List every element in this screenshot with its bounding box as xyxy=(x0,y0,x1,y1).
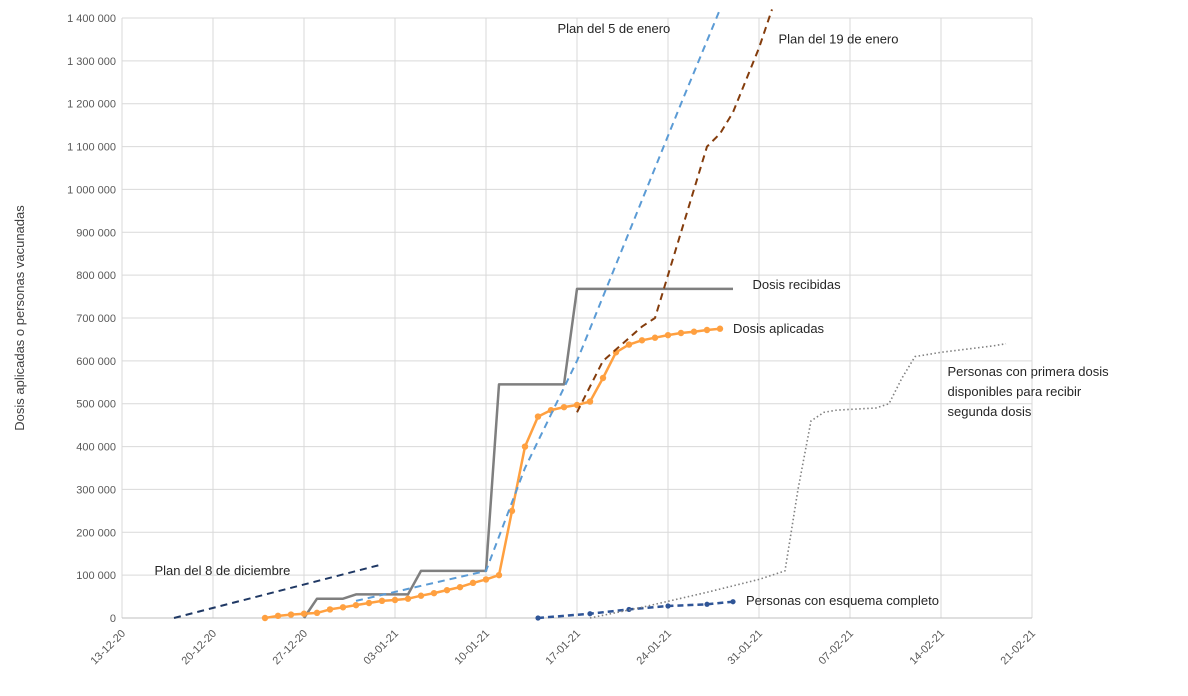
y-tick-label: 200 000 xyxy=(76,527,116,539)
data-point-dosis-aplicadas xyxy=(378,597,386,605)
annotation-label: Personas con primera dosis disponibles pa… xyxy=(948,364,1110,419)
x-axis-ticks: 13-12-20 20-12-20 27-12-20 03-01-21 10-01-21… xyxy=(88,628,1038,668)
data-point-dosis-aplicadas xyxy=(495,571,503,579)
annotation-label: Personas con esquema completo xyxy=(746,593,939,608)
x-tick-label: 17-01-21 xyxy=(543,628,583,668)
data-point-dosis-aplicadas xyxy=(586,398,594,405)
series-line-personas-con-esquema-completo xyxy=(537,600,734,620)
y-axis-label: Dosis aplicadas o personas vacunadas xyxy=(12,205,27,431)
data-point-personas-con-esquema-completo xyxy=(730,599,736,605)
data-point-personas-con-esquema-completo xyxy=(626,606,632,613)
series-line-plan-del-19-de-enero xyxy=(576,9,773,413)
annotation-line: Plan del 5 de enero xyxy=(558,21,671,36)
y-tick-label: 1 000 000 xyxy=(67,184,116,196)
data-point-personas-con-esquema-completo xyxy=(587,611,593,617)
annotation-label: Dosis recibidas xyxy=(753,277,842,292)
data-point-dosis-aplicadas xyxy=(651,334,659,341)
data-point-dosis-aplicadas xyxy=(404,595,412,602)
x-tick-label: 03-01-21 xyxy=(361,628,401,668)
x-tick-label: 24-01-21 xyxy=(634,628,674,668)
data-point-personas-con-esquema-completo xyxy=(665,603,671,609)
y-tick-label: 1 100 000 xyxy=(67,142,116,154)
data-point-dosis-aplicadas xyxy=(313,609,321,617)
data-point-dosis-aplicadas xyxy=(625,341,633,348)
data-point-dosis-aplicadas xyxy=(599,374,607,382)
data-point-dosis-aplicadas xyxy=(443,586,451,594)
annotation-line: segunda dosis xyxy=(948,404,1032,419)
data-point-dosis-aplicadas xyxy=(352,601,360,609)
x-tick-label: 21-02-21 xyxy=(998,628,1038,668)
data-point-dosis-aplicadas xyxy=(365,599,373,607)
y-tick-label: 1 400 000 xyxy=(67,13,116,25)
x-tick-label: 20-12-20 xyxy=(179,628,219,668)
y-tick-label: 100 000 xyxy=(76,570,116,582)
data-point-personas-con-esquema-completo xyxy=(704,601,710,607)
x-tick-label: 14-02-21 xyxy=(907,628,947,668)
data-point-dosis-aplicadas xyxy=(469,579,477,587)
data-point-dosis-aplicadas xyxy=(534,413,542,420)
annotations-layer: Plan del 5 de enero Plan del 19 de enero D… xyxy=(155,21,1110,608)
series-line-dosis-recibidas xyxy=(302,287,733,619)
annotation-label: Plan del 5 de enero xyxy=(558,21,671,36)
annotation-line: Plan del 8 de diciembre xyxy=(155,563,291,578)
data-point-dosis-aplicadas xyxy=(274,612,282,620)
data-point-dosis-aplicadas xyxy=(430,589,438,597)
data-point-dosis-aplicadas xyxy=(326,606,334,613)
y-tick-label: 700 000 xyxy=(76,313,116,325)
data-point-dosis-aplicadas xyxy=(560,403,568,411)
annotation-line: Personas con primera dosis xyxy=(948,364,1110,379)
data-point-dosis-aplicadas xyxy=(508,507,516,515)
data-point-personas-con-esquema-completo xyxy=(535,615,541,621)
data-point-dosis-aplicadas xyxy=(456,583,464,591)
annotation-label: Plan del 19 de enero xyxy=(779,32,899,47)
data-point-dosis-aplicadas xyxy=(287,611,295,618)
x-tick-label: 10-01-21 xyxy=(452,628,492,668)
data-point-dosis-aplicadas xyxy=(482,576,490,583)
annotation-label: Plan del 8 de diciembre xyxy=(155,563,291,578)
y-tick-label: 900 000 xyxy=(76,227,116,239)
gridlines xyxy=(121,17,1033,619)
data-point-dosis-aplicadas xyxy=(638,337,646,344)
series-line-plan-del-5-de-enero xyxy=(355,9,721,602)
data-point-dosis-aplicadas xyxy=(417,592,425,599)
data-point-dosis-aplicadas xyxy=(677,329,685,337)
data-point-dosis-aplicadas xyxy=(391,596,399,604)
data-point-dosis-aplicadas xyxy=(261,614,269,622)
annotation-label: Dosis aplicadas xyxy=(733,321,825,336)
data-point-dosis-aplicadas xyxy=(716,325,724,332)
y-axis-ticks: 0 100 000 200 000 300 000 400 000 500 000 600 … xyxy=(67,13,116,625)
data-point-dosis-aplicadas xyxy=(300,610,308,617)
y-tick-label: 300 000 xyxy=(76,484,116,496)
x-tick-label: 07-02-21 xyxy=(816,628,856,668)
x-tick-label: 27-12-20 xyxy=(270,628,310,668)
y-tick-label: 400 000 xyxy=(76,442,116,454)
data-point-dosis-aplicadas xyxy=(521,443,529,450)
data-point-dosis-aplicadas xyxy=(690,328,698,335)
y-tick-label: 1 200 000 xyxy=(67,99,116,111)
x-tick-label: 31-01-21 xyxy=(725,628,765,668)
annotation-line: Dosis recibidas xyxy=(753,277,842,292)
data-point-dosis-aplicadas xyxy=(703,326,711,334)
y-tick-label: 600 000 xyxy=(76,356,116,368)
annotation-line: disponibles para recibir xyxy=(948,384,1082,399)
annotation-line: Plan del 19 de enero xyxy=(779,32,899,47)
y-tick-label: 800 000 xyxy=(76,270,116,282)
data-point-dosis-aplicadas xyxy=(339,604,347,611)
y-tick-label: 0 xyxy=(110,613,116,625)
series-line-personas-con-primera-dosis-disponibles-para-recibir-segunda-dosis xyxy=(589,342,1007,619)
y-tick-label: 1 300 000 xyxy=(67,56,116,68)
data-point-dosis-aplicadas xyxy=(573,401,581,409)
x-tick-label: 13-12-20 xyxy=(88,628,128,668)
y-tick-label: 500 000 xyxy=(76,399,116,411)
data-point-dosis-aplicadas xyxy=(664,331,672,339)
series-layer xyxy=(173,9,1007,622)
annotation-line: Dosis aplicadas xyxy=(733,321,825,336)
annotation-line: Personas con esquema completo xyxy=(746,593,939,608)
